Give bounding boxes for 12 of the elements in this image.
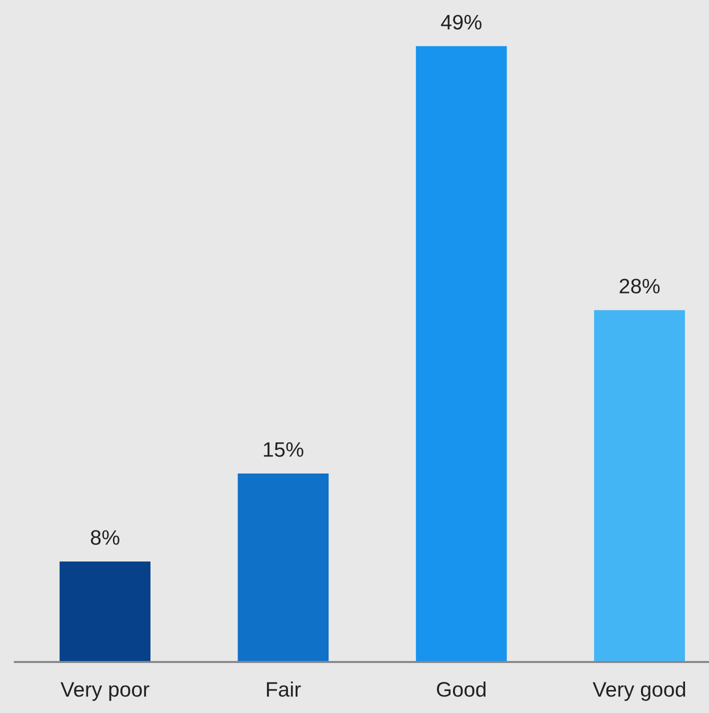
bar <box>594 310 685 662</box>
data-label: 49% <box>440 14 482 30</box>
x-tick-label: Very poor <box>60 682 150 701</box>
x-tick-label: Good <box>436 681 486 697</box>
x-tick-label: Very good <box>592 681 686 701</box>
x-tick-label: Fair <box>266 681 301 697</box>
bar <box>416 46 507 662</box>
data-label: 15% <box>264 442 304 457</box>
bar <box>60 561 150 662</box>
data-label: 28% <box>620 278 660 294</box>
data-label: 8% <box>90 530 120 545</box>
bar <box>238 474 329 662</box>
